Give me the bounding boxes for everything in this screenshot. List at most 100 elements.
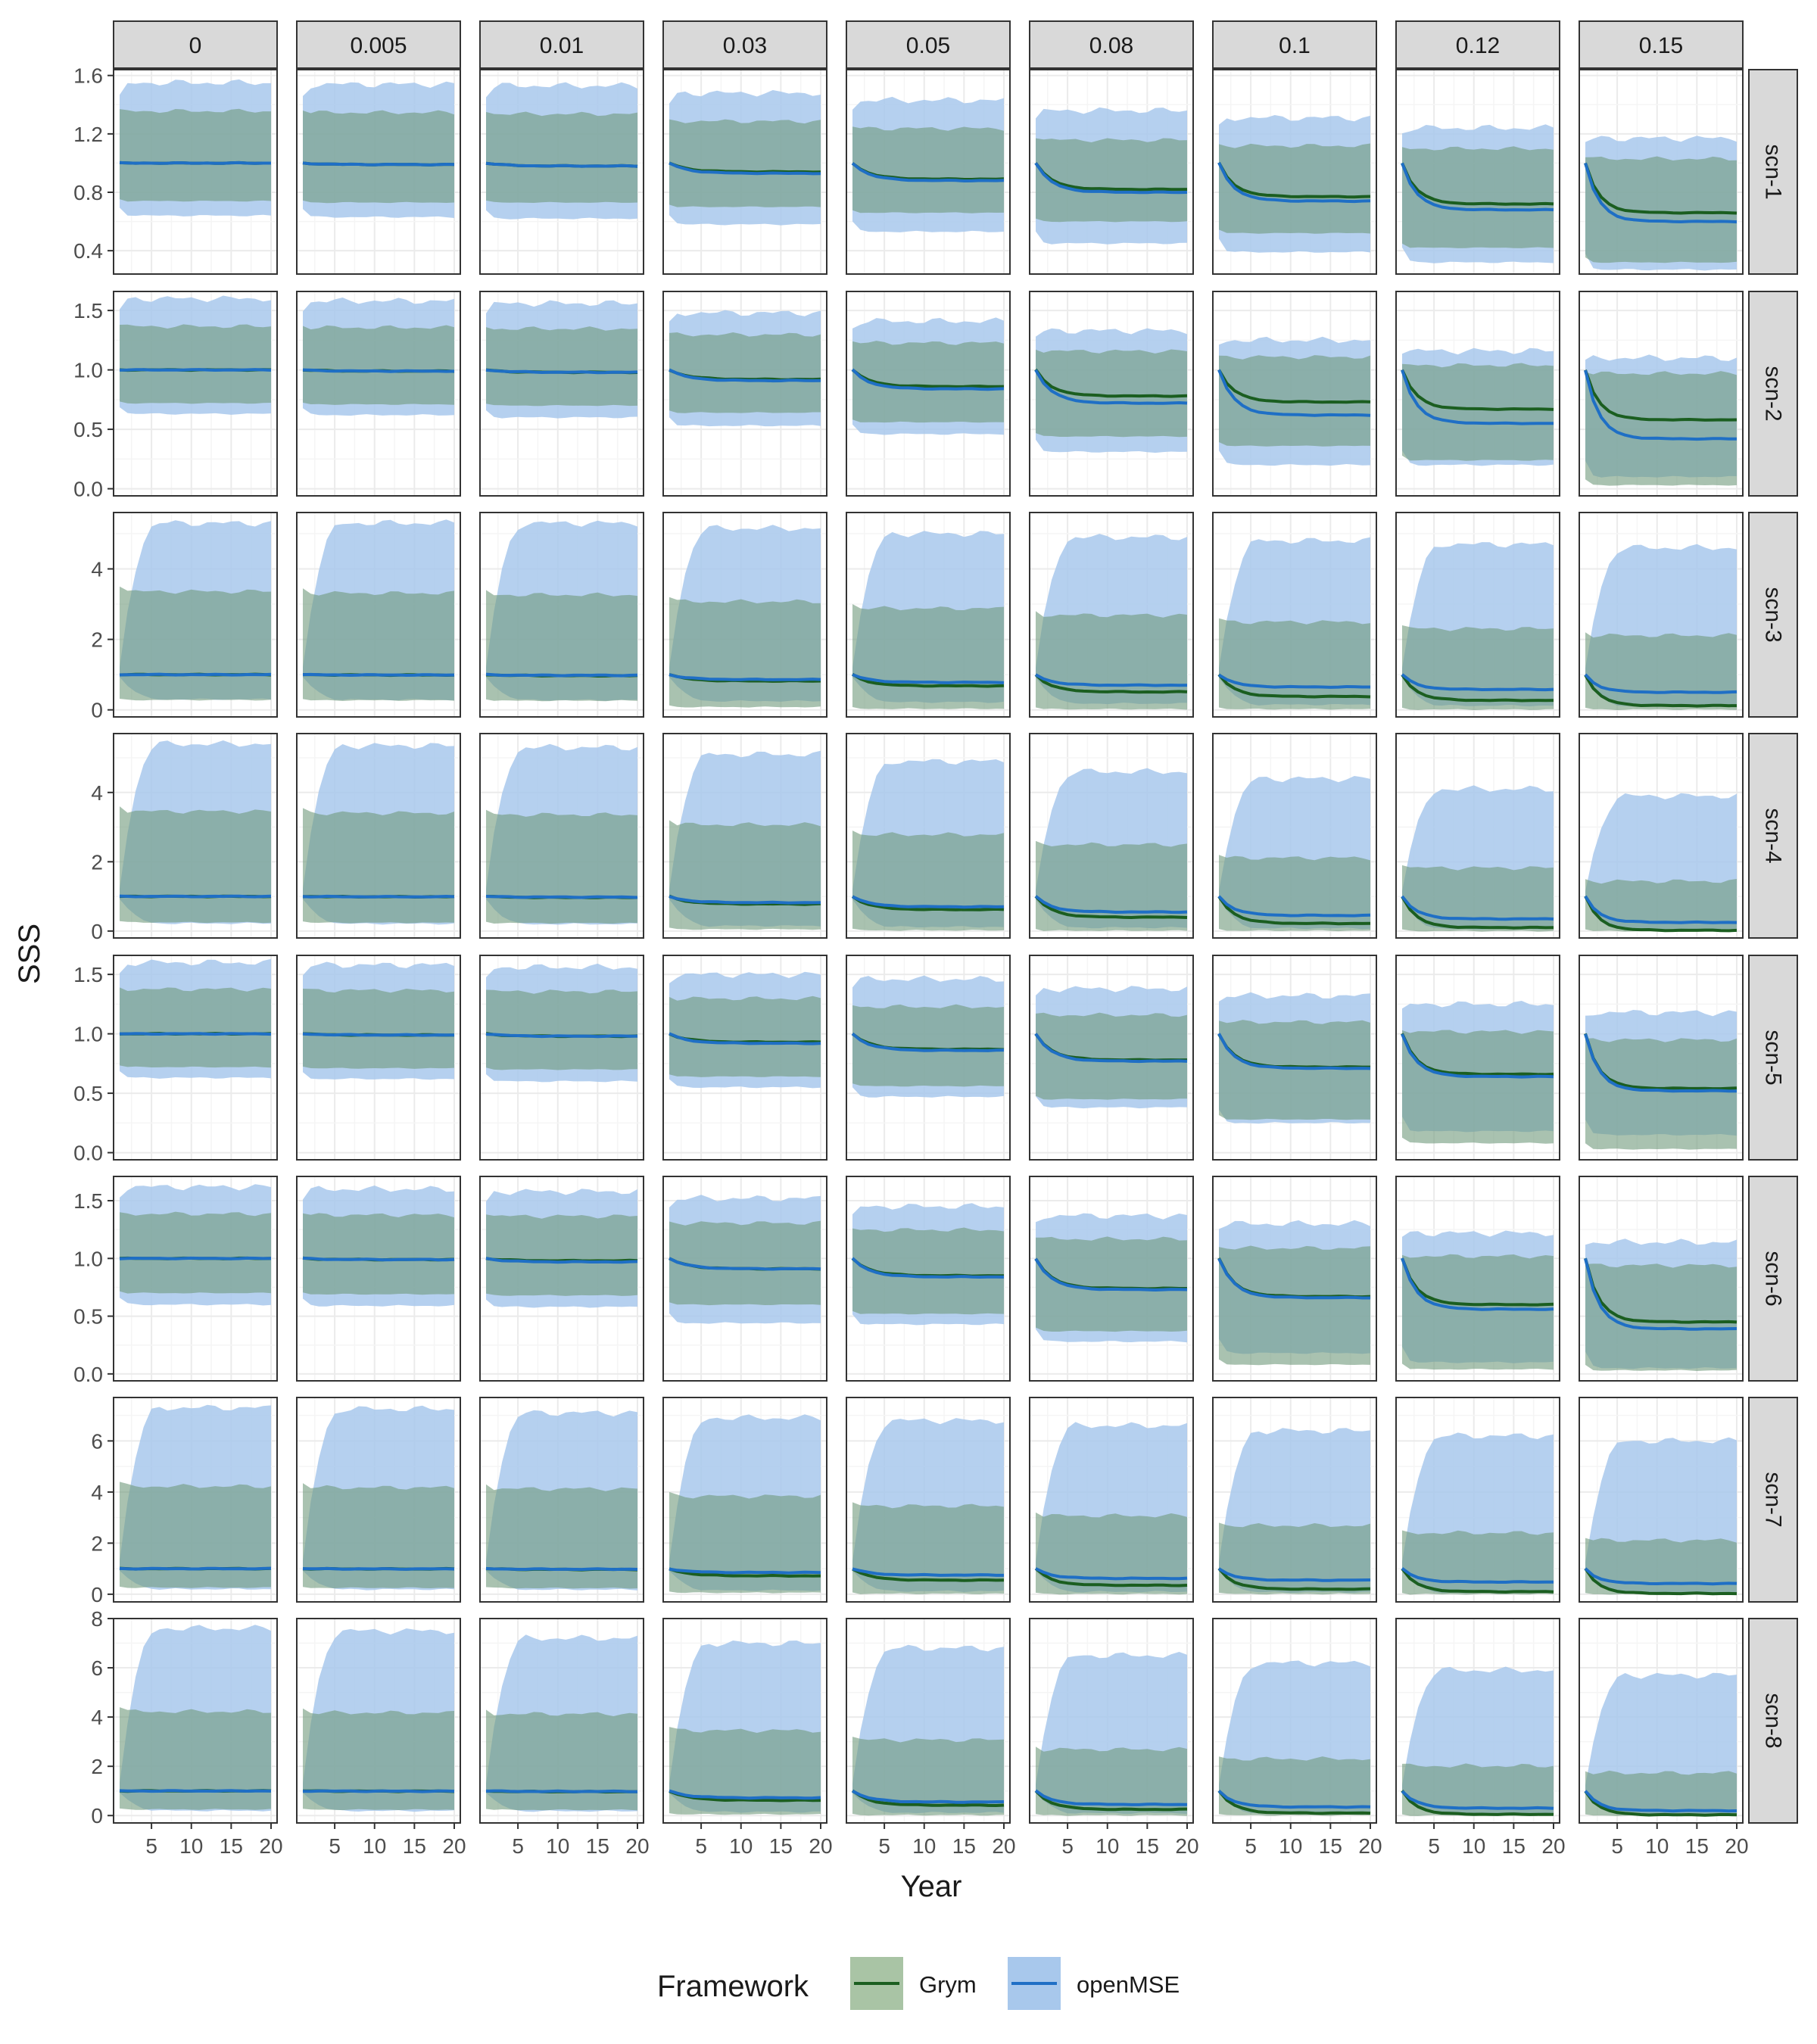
y-tick-label: 0	[91, 1583, 103, 1606]
x-tick-label: 15	[586, 1834, 609, 1858]
x-tick-label: 10	[1095, 1834, 1119, 1858]
x-tick-label: 15	[1685, 1834, 1709, 1858]
x-tick-label: 15	[220, 1834, 243, 1858]
panel-border	[479, 512, 644, 718]
grym-band	[303, 1213, 454, 1295]
y-tick-label: 4	[91, 781, 103, 805]
panel-border	[1579, 1397, 1744, 1603]
openmse-median-line	[669, 673, 821, 681]
openmse-median-line	[485, 672, 638, 678]
column-strip-label: 0	[189, 33, 202, 58]
facet-panel	[296, 69, 461, 275]
x-tick-label: 5	[329, 1834, 341, 1858]
y-tick-label: 0.5	[73, 1082, 103, 1105]
grym-median-line	[669, 1567, 821, 1578]
openmse-median-line	[119, 160, 271, 165]
grym-band	[1219, 143, 1370, 234]
x-tick-label: 20	[992, 1834, 1015, 1858]
grym-band	[120, 806, 271, 924]
panel-border	[1395, 955, 1560, 1161]
y-tick-label: 0.5	[73, 418, 103, 441]
grym-median-line	[1217, 673, 1371, 699]
grym-band	[852, 604, 1004, 709]
column-strip	[113, 20, 278, 69]
facet-panel	[1212, 1618, 1377, 1824]
row-strip-label: scn-5	[1761, 1030, 1786, 1085]
openmse-median-line	[1401, 1567, 1554, 1584]
facet-panel	[662, 1176, 827, 1382]
facet-panel	[1579, 512, 1744, 718]
grym-band	[1219, 855, 1370, 932]
facet-panel	[662, 291, 827, 497]
grym-band	[486, 809, 637, 924]
panel-border	[846, 733, 1011, 939]
x-tick-label: 5	[512, 1834, 524, 1858]
row-strip	[1748, 955, 1798, 1161]
grym-band	[486, 1214, 637, 1296]
grym-median-line	[1584, 162, 1738, 215]
grym-band	[303, 588, 454, 701]
x-tick-label: 10	[912, 1834, 936, 1858]
grym-band	[1402, 146, 1554, 248]
facet-panel	[1579, 733, 1744, 939]
panel-border	[296, 733, 461, 939]
grym-band	[120, 586, 271, 701]
openmse-median-line	[119, 894, 272, 899]
openmse-median-line	[485, 1257, 638, 1264]
openmse-median-line	[669, 1567, 821, 1575]
grym-band	[1402, 625, 1554, 710]
panel-border	[662, 1397, 827, 1603]
facet-panel	[1579, 69, 1744, 275]
grym-median-line	[1034, 673, 1188, 694]
column-strip	[1212, 20, 1377, 69]
panel-border	[1579, 512, 1744, 718]
grym-band	[1402, 1030, 1554, 1144]
grym-band	[486, 1484, 637, 1589]
facet-panel	[1579, 291, 1744, 497]
panel-border	[846, 69, 1011, 275]
grym-median-line	[1584, 1033, 1738, 1091]
column-strip-label: 0.05	[906, 33, 950, 58]
facet-panel	[662, 1397, 827, 1603]
openmse-median-line	[119, 368, 272, 372]
openmse-median-line	[1034, 162, 1188, 195]
column-strip-label: 0.01	[540, 33, 584, 58]
y-tick-label: 0.4	[73, 239, 103, 263]
panel-border	[296, 1176, 461, 1382]
grym-median-line	[1401, 1790, 1554, 1816]
panel-border	[479, 1397, 644, 1603]
grym-band	[486, 989, 637, 1070]
grym-band	[303, 989, 454, 1069]
column-strip-label: 0.12	[1456, 33, 1500, 58]
panel-border	[1029, 955, 1194, 1161]
facet-panel	[846, 291, 1011, 497]
openmse-median-line	[1584, 369, 1737, 441]
panel-border	[479, 69, 644, 275]
openmse-median-line	[302, 161, 455, 167]
facet-panel	[846, 1176, 1011, 1382]
panel-border	[1029, 69, 1194, 275]
facet-panel	[113, 512, 278, 718]
grym-median-line	[1401, 1257, 1554, 1307]
grym-median-line	[1584, 674, 1738, 708]
openmse-median-line	[485, 1789, 637, 1793]
grym-band	[1585, 156, 1737, 263]
openmse-median-line	[485, 895, 638, 899]
panel-border	[846, 1618, 1011, 1824]
openmse-median-line	[1584, 162, 1738, 224]
panel-border	[1029, 1397, 1194, 1603]
grym-median-line	[851, 672, 1005, 688]
y-tick-label: 4	[91, 1481, 103, 1504]
facet-panel	[846, 512, 1011, 718]
grym-band	[669, 1220, 821, 1306]
facet-panel	[1029, 512, 1194, 718]
grym-band	[486, 111, 637, 203]
y-tick-label: 0	[91, 699, 103, 722]
grym-median-line	[1217, 369, 1371, 404]
grym-median-line	[1217, 1567, 1371, 1591]
y-tick-label: 1.5	[73, 299, 103, 322]
grym-band	[1036, 840, 1187, 931]
panel-border	[296, 955, 461, 1161]
facet-panel	[479, 512, 644, 718]
facet-panel	[113, 733, 278, 939]
